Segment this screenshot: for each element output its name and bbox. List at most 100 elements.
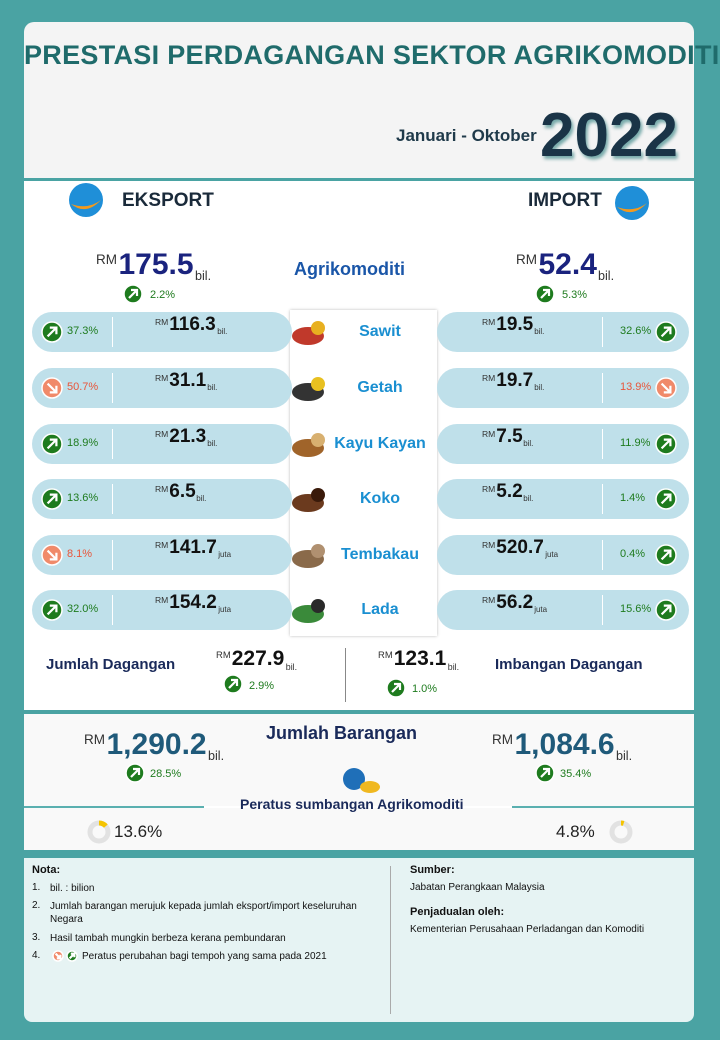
export-pill: [32, 424, 292, 464]
divider: [204, 806, 514, 808]
commodity-icon: [292, 377, 325, 401]
note-text: bil. : bilion: [50, 883, 95, 894]
currency: RM: [155, 317, 169, 327]
currency: RM: [84, 732, 105, 747]
export-pill: [32, 479, 292, 519]
share-value: 4.8%: [556, 822, 595, 841]
change: 2.2%: [150, 289, 176, 301]
currency: RM: [482, 484, 496, 494]
commodity-icon: [292, 433, 325, 457]
amount: 116.3: [169, 314, 216, 336]
unit: bil.: [534, 327, 545, 337]
commodity-name: Sawit: [359, 323, 401, 340]
amount: 5.2: [496, 481, 523, 503]
share-arc: [87, 820, 111, 844]
source: Jabatan Perangkaan Malaysia: [410, 882, 545, 893]
note-number: 4.: [32, 950, 41, 961]
divider: [602, 484, 603, 514]
trend-arrow: [655, 599, 677, 621]
share-donut: [87, 820, 111, 844]
amount: 1,084.6: [514, 727, 615, 761]
trend-arrow: [52, 950, 64, 962]
currency: RM: [482, 373, 496, 383]
currency: RM: [482, 429, 496, 439]
trend-arrow: [655, 544, 677, 566]
title: PRESTASI PERDAGANGAN SEKTOR AGRIKOMODITI: [24, 40, 720, 70]
export-pill: [32, 590, 292, 630]
amount: 19.5: [496, 314, 534, 336]
trend-arrow: [41, 488, 63, 510]
change: 5.3%: [562, 289, 588, 301]
export-pill: [32, 535, 292, 575]
divider: [602, 429, 603, 459]
amount: 154.2: [169, 592, 217, 614]
note-number: 1.: [32, 882, 41, 893]
export-pill: [32, 368, 292, 408]
trend-arrow: [41, 377, 63, 399]
currency: RM: [482, 595, 496, 605]
trend-arrow: [41, 599, 63, 621]
section-label: Agrikomoditi: [294, 259, 405, 279]
currency: RM: [482, 317, 496, 327]
unit: bil.: [207, 383, 218, 393]
note-text: Peratus perubahan bagi tempoh yang sama …: [82, 951, 327, 962]
source-title: Sumber:: [410, 864, 455, 876]
trend-arrow: [41, 544, 63, 566]
currency: RM: [155, 373, 169, 383]
unit: juta: [534, 605, 548, 615]
amount: 52.4: [538, 247, 597, 281]
commodity-icon: [292, 321, 325, 345]
divider: [602, 540, 603, 570]
currency: RM: [378, 650, 393, 661]
commodity-name: Lada: [361, 601, 399, 618]
commodity-icon: [292, 488, 325, 512]
share-donut: [609, 820, 633, 844]
change: 18.9%: [67, 437, 99, 449]
unit: juta: [218, 605, 232, 615]
commodity-name: Tembakau: [341, 546, 419, 563]
unit: bil.: [285, 661, 298, 672]
unit: juta: [218, 550, 232, 560]
header-panel: [24, 22, 694, 178]
trend-arrow: [41, 433, 63, 455]
globe-icon: [615, 186, 649, 220]
divider: [112, 429, 113, 459]
unit: bil.: [523, 439, 534, 449]
share-value: 13.6%: [114, 822, 163, 841]
trend-arrow: [41, 321, 63, 343]
note-text: Jumlah barangan merujuk kepada jumlah ek…: [50, 901, 357, 925]
divider: [112, 317, 113, 347]
import-label: IMPORT: [528, 190, 602, 211]
change: 2.9%: [249, 680, 275, 692]
amount: 56.2: [496, 592, 534, 614]
change: 32.0%: [67, 603, 99, 615]
amount: 227.9: [231, 646, 285, 670]
note-number: 3.: [32, 932, 41, 943]
currency: RM: [155, 429, 169, 439]
period: Januari - Oktober: [396, 126, 537, 145]
import-pill: [437, 590, 689, 630]
compiled: Kementerian Perusahaan Perladangan dan K…: [410, 924, 645, 935]
divider: [390, 866, 391, 1014]
notes-title: Nota:: [32, 864, 61, 876]
commodity-icon: [292, 544, 325, 568]
change: 13.6%: [67, 492, 99, 504]
share-arc: [609, 820, 633, 844]
import-pill: [437, 479, 689, 519]
amount: 31.1: [169, 370, 207, 392]
amount: 6.5: [169, 481, 196, 503]
trend-arrow: [66, 950, 78, 962]
unit: bil.: [447, 661, 460, 672]
change: 50.7%: [67, 381, 99, 393]
trend-arrow: [535, 284, 555, 304]
change: 1.0%: [412, 683, 438, 695]
total-label: Imbangan Dagangan: [495, 656, 643, 673]
commodity-name: Getah: [357, 379, 403, 396]
globe-icon: [69, 183, 103, 217]
change: 11.9%: [620, 437, 651, 449]
currency: RM: [482, 540, 496, 550]
change: 37.3%: [67, 325, 99, 337]
unit: bil.: [207, 439, 218, 449]
divider: [602, 373, 603, 403]
